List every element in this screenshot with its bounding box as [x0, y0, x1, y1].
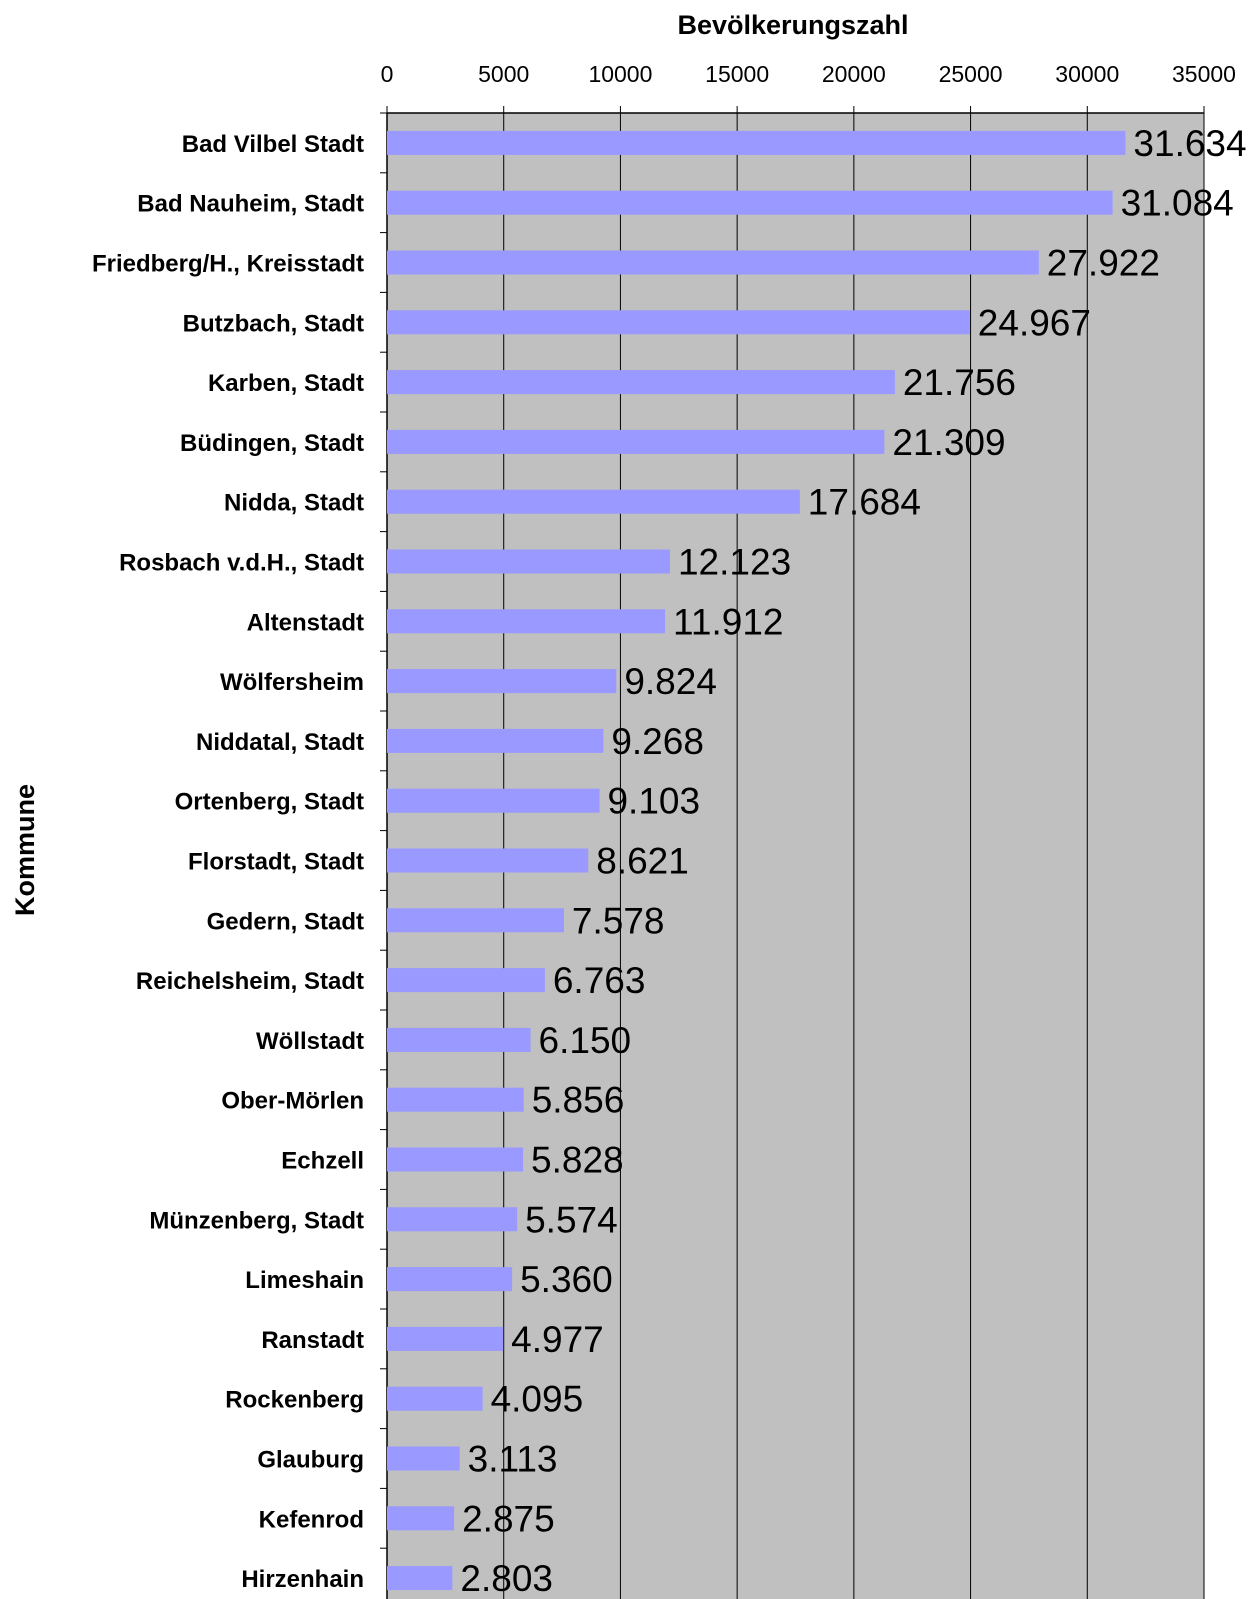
data-label: 8.621 [596, 841, 689, 882]
data-label: 9.103 [607, 781, 700, 822]
data-label: 31.634 [1133, 123, 1246, 164]
bar [387, 1326, 504, 1351]
data-label: 4.095 [491, 1379, 584, 1420]
category-label: Gedern, Stadt [207, 908, 364, 935]
category-label: Kefenrod [259, 1506, 364, 1533]
bar [387, 310, 970, 335]
data-label: 2.875 [462, 1498, 555, 1539]
category-label: Ranstadt [261, 1327, 364, 1354]
bar [387, 130, 1126, 155]
category-label: Karben, Stadt [208, 370, 364, 397]
category-label: Echzell [281, 1148, 364, 1175]
category-label: Nidda, Stadt [224, 490, 364, 517]
data-label: 6.763 [553, 960, 646, 1001]
x-tick-label: 5000 [478, 61, 529, 87]
data-label: 7.578 [572, 900, 665, 941]
category-label: Bad Nauheim, Stadt [137, 191, 364, 218]
bar [387, 1027, 531, 1052]
data-label: 9.268 [611, 721, 704, 762]
bar [387, 728, 604, 753]
bar [387, 250, 1039, 275]
bar [387, 609, 666, 634]
x-tick-label: 25000 [939, 61, 1003, 87]
data-label: 11.912 [673, 601, 783, 642]
category-label: Rosbach v.d.H., Stadt [119, 550, 364, 577]
y-axis-title: Kommune [10, 784, 40, 916]
category-label: Wölfersheim [220, 669, 364, 696]
data-label: 17.684 [808, 482, 921, 523]
x-tick-label: 35000 [1172, 61, 1236, 87]
data-label: 27.922 [1047, 243, 1160, 284]
bar [387, 1446, 460, 1471]
bar [387, 549, 670, 574]
bar [387, 429, 885, 454]
category-label: Friedberg/H., Kreisstadt [92, 251, 364, 278]
category-label: Ortenberg, Stadt [175, 789, 364, 816]
category-label: Niddatal, Stadt [196, 729, 364, 756]
bar [387, 489, 800, 514]
category-label: Ober-Mörlen [221, 1088, 364, 1115]
data-label: 12.123 [678, 542, 791, 583]
data-label: 24.967 [978, 302, 1091, 343]
data-label: 21.309 [892, 422, 1005, 463]
category-label: Glauburg [257, 1447, 364, 1474]
bar [387, 1566, 453, 1591]
category-label: Rockenberg [225, 1387, 364, 1414]
bar [387, 669, 617, 694]
bar [387, 1506, 455, 1531]
data-label: 3.113 [468, 1439, 558, 1480]
category-label: Butzbach, Stadt [183, 310, 364, 337]
x-tick-label: 30000 [1055, 61, 1119, 87]
bar [387, 370, 895, 395]
category-label: Bad Vilbel Stadt [182, 131, 364, 158]
data-label: 31.084 [1121, 183, 1234, 224]
bar [387, 1147, 524, 1172]
data-label: 4.977 [511, 1319, 604, 1360]
category-label: Limeshain [245, 1267, 364, 1294]
data-label: 21.756 [903, 362, 1016, 403]
x-tick-label: 10000 [588, 61, 652, 87]
category-label: Wöllstadt [256, 1028, 364, 1055]
data-label: 5.828 [531, 1140, 624, 1181]
data-label: 5.574 [525, 1199, 618, 1240]
category-label: Hirzenhain [241, 1566, 364, 1593]
data-label: 5.856 [532, 1080, 625, 1121]
x-tick-label: 20000 [822, 61, 886, 87]
bar [387, 190, 1113, 215]
bar [387, 788, 600, 813]
plot-area: 0 5000 10000 15000 20000 25000 30000 35000 Bad V… [92, 61, 1247, 1599]
bar [387, 908, 564, 933]
bar [387, 1207, 518, 1232]
data-label: 2.803 [460, 1558, 553, 1599]
bar [387, 968, 545, 993]
category-label: Florstadt, Stadt [188, 849, 364, 876]
category-label: Reichelsheim, Stadt [136, 968, 364, 995]
data-label: 9.824 [624, 661, 717, 702]
x-tick-label: 0 [381, 61, 394, 87]
bar [387, 848, 589, 873]
bar [387, 1087, 524, 1112]
category-label: Altenstadt [247, 609, 364, 636]
category-label: Münzenberg, Stadt [149, 1207, 364, 1234]
x-tick-label: 15000 [705, 61, 769, 87]
data-label: 6.150 [539, 1020, 632, 1061]
bar [387, 1267, 513, 1292]
data-label: 5.360 [520, 1259, 613, 1300]
x-axis-title: Bevölkerungszahl [677, 10, 908, 40]
bar [387, 1386, 483, 1411]
category-label: Büdingen, Stadt [180, 430, 364, 457]
